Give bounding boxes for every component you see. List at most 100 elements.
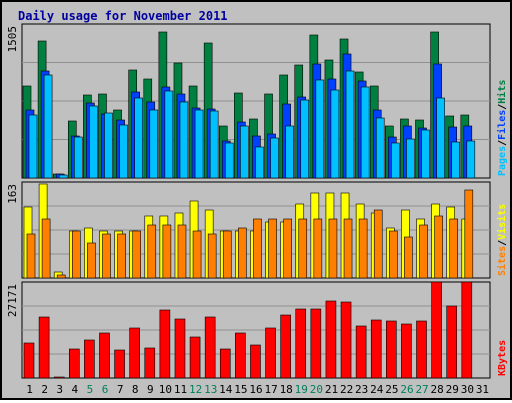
bar-sites-day-27 (419, 224, 428, 279)
panel-middle-legend: Sites/Visits (496, 204, 508, 276)
bar-pages-day-21 (330, 89, 340, 179)
bar-sites-day-17 (268, 218, 277, 279)
bar-pages-day-24 (375, 117, 385, 179)
x-label-day-4: 4 (72, 383, 79, 396)
x-label-day-6: 6 (102, 383, 109, 396)
legend-top-part: Hits (496, 80, 508, 104)
x-label-day-30: 30 (461, 383, 474, 396)
bar-kbytes-day-11 (174, 318, 186, 379)
bar-pages-day-19 (300, 99, 310, 179)
bar-kbytes-day-14 (219, 348, 231, 379)
bar-pages-day-27 (421, 129, 430, 179)
bar-sites-day-2 (41, 218, 51, 279)
bar-sites-day-21 (328, 218, 338, 279)
legend-top-part: Files (496, 110, 508, 140)
bar-kbytes-day-26 (401, 323, 412, 379)
bar-kbytes-day-22 (340, 301, 352, 379)
bar-pages-day-15 (240, 125, 249, 179)
bar-sites-day-3 (56, 274, 66, 279)
x-label-day-10: 10 (159, 383, 172, 396)
legend-top-part: / (497, 140, 508, 146)
usage-chart: Daily usage for November 2011 1505Pages/… (6, 9, 508, 396)
x-label-day-16: 16 (249, 383, 262, 396)
bar-pages-day-22 (345, 70, 355, 179)
bar-sites-day-24 (373, 209, 383, 279)
bar-sites-day-12 (192, 230, 202, 279)
x-label-day-27: 27 (415, 383, 428, 396)
x-label-day-12: 12 (189, 383, 202, 396)
bar-kbytes-day-30 (461, 281, 473, 379)
chart-panels: 1505Pages/Files/Hits163Sites/Visits27171… (6, 23, 508, 379)
bar-kbytes-day-27 (416, 320, 427, 379)
legend-top-part: / (497, 104, 508, 110)
bar-kbytes-day-23 (355, 325, 367, 379)
bar-kbytes-day-2 (38, 316, 50, 379)
bar-sites-day-8 (132, 230, 141, 279)
bar-kbytes-day-9 (144, 347, 156, 379)
x-axis-labels: 1 2 3 4 5 6 7 8 9 10 11 12 13 14 15 16 17 18 19 20 21 22 23 24 2… (26, 383, 489, 396)
bar-sites-day-4 (71, 230, 81, 279)
bar-pages-day-23 (360, 86, 370, 179)
bar-pages-day-26 (406, 138, 415, 179)
bar-sites-day-18 (283, 218, 292, 279)
bar-sites-day-6 (102, 233, 111, 279)
x-label-day-21: 21 (325, 383, 338, 396)
bar-sites-day-13 (207, 233, 217, 279)
bar-pages-day-9 (149, 109, 159, 179)
bar-pages-day-28 (436, 97, 445, 179)
bar-kbytes-day-24 (370, 319, 382, 379)
bar-kbytes-day-20 (310, 308, 322, 379)
bar-pages-day-29 (451, 141, 461, 179)
bar-pages-day-18 (285, 125, 294, 179)
legend-middle-part: Visits (496, 204, 508, 240)
bar-pages-day-11 (179, 101, 189, 179)
panel-bottom-max-label: 27171 (6, 284, 19, 317)
x-label-day-9: 9 (147, 383, 154, 396)
x-label-day-29: 29 (446, 383, 459, 396)
bar-pages-day-25 (391, 142, 400, 179)
bar-kbytes-day-13 (204, 316, 216, 379)
bar-kbytes-day-1 (23, 342, 35, 379)
bar-kbytes-day-21 (325, 300, 337, 379)
x-label-day-23: 23 (355, 383, 368, 396)
bar-sites-day-16 (253, 218, 262, 279)
bar-sites-day-25 (389, 230, 398, 279)
bar-kbytes-day-3 (53, 376, 65, 379)
bar-pages-day-12 (194, 109, 204, 179)
bar-sites-day-15 (238, 227, 247, 279)
bar-kbytes-day-18 (280, 314, 291, 379)
bar-sites-day-1 (26, 233, 36, 279)
bar-sites-day-11 (177, 224, 187, 279)
bar-sites-day-20 (313, 218, 323, 279)
x-label-day-18: 18 (280, 383, 293, 396)
bar-pages-day-16 (255, 146, 264, 179)
bar-pages-day-1 (28, 114, 38, 179)
panel-top-max-label: 1505 (6, 26, 19, 53)
x-label-day-19: 19 (295, 383, 308, 396)
x-label-day-24: 24 (370, 383, 384, 396)
bar-sites-day-9 (147, 224, 157, 279)
bar-kbytes-day-28 (431, 281, 442, 379)
bar-sites-day-7 (117, 233, 126, 279)
bar-kbytes-day-5 (84, 339, 95, 379)
bar-sites-day-10 (162, 224, 172, 279)
legend-bottom-part: KBytes (497, 340, 508, 376)
bar-pages-day-14 (224, 142, 234, 179)
bar-kbytes-day-15 (235, 332, 246, 379)
bar-kbytes-day-29 (446, 305, 458, 379)
x-label-day-22: 22 (340, 383, 353, 396)
bar-pages-day-4 (73, 136, 83, 179)
bar-sites-day-23 (358, 218, 368, 279)
panel-bottom-legend: KBytes (497, 340, 508, 376)
x-label-day-8: 8 (132, 383, 139, 396)
bar-kbytes-day-10 (159, 309, 171, 379)
bar-kbytes-day-17 (265, 327, 276, 379)
bar-kbytes-day-16 (250, 344, 261, 379)
bar-pages-day-3 (58, 174, 68, 179)
x-label-day-1: 1 (26, 383, 33, 396)
bar-sites-day-14 (222, 230, 232, 279)
x-label-day-11: 11 (174, 383, 187, 396)
bar-kbytes-day-19 (295, 308, 307, 379)
bar-pages-day-8 (134, 97, 143, 179)
